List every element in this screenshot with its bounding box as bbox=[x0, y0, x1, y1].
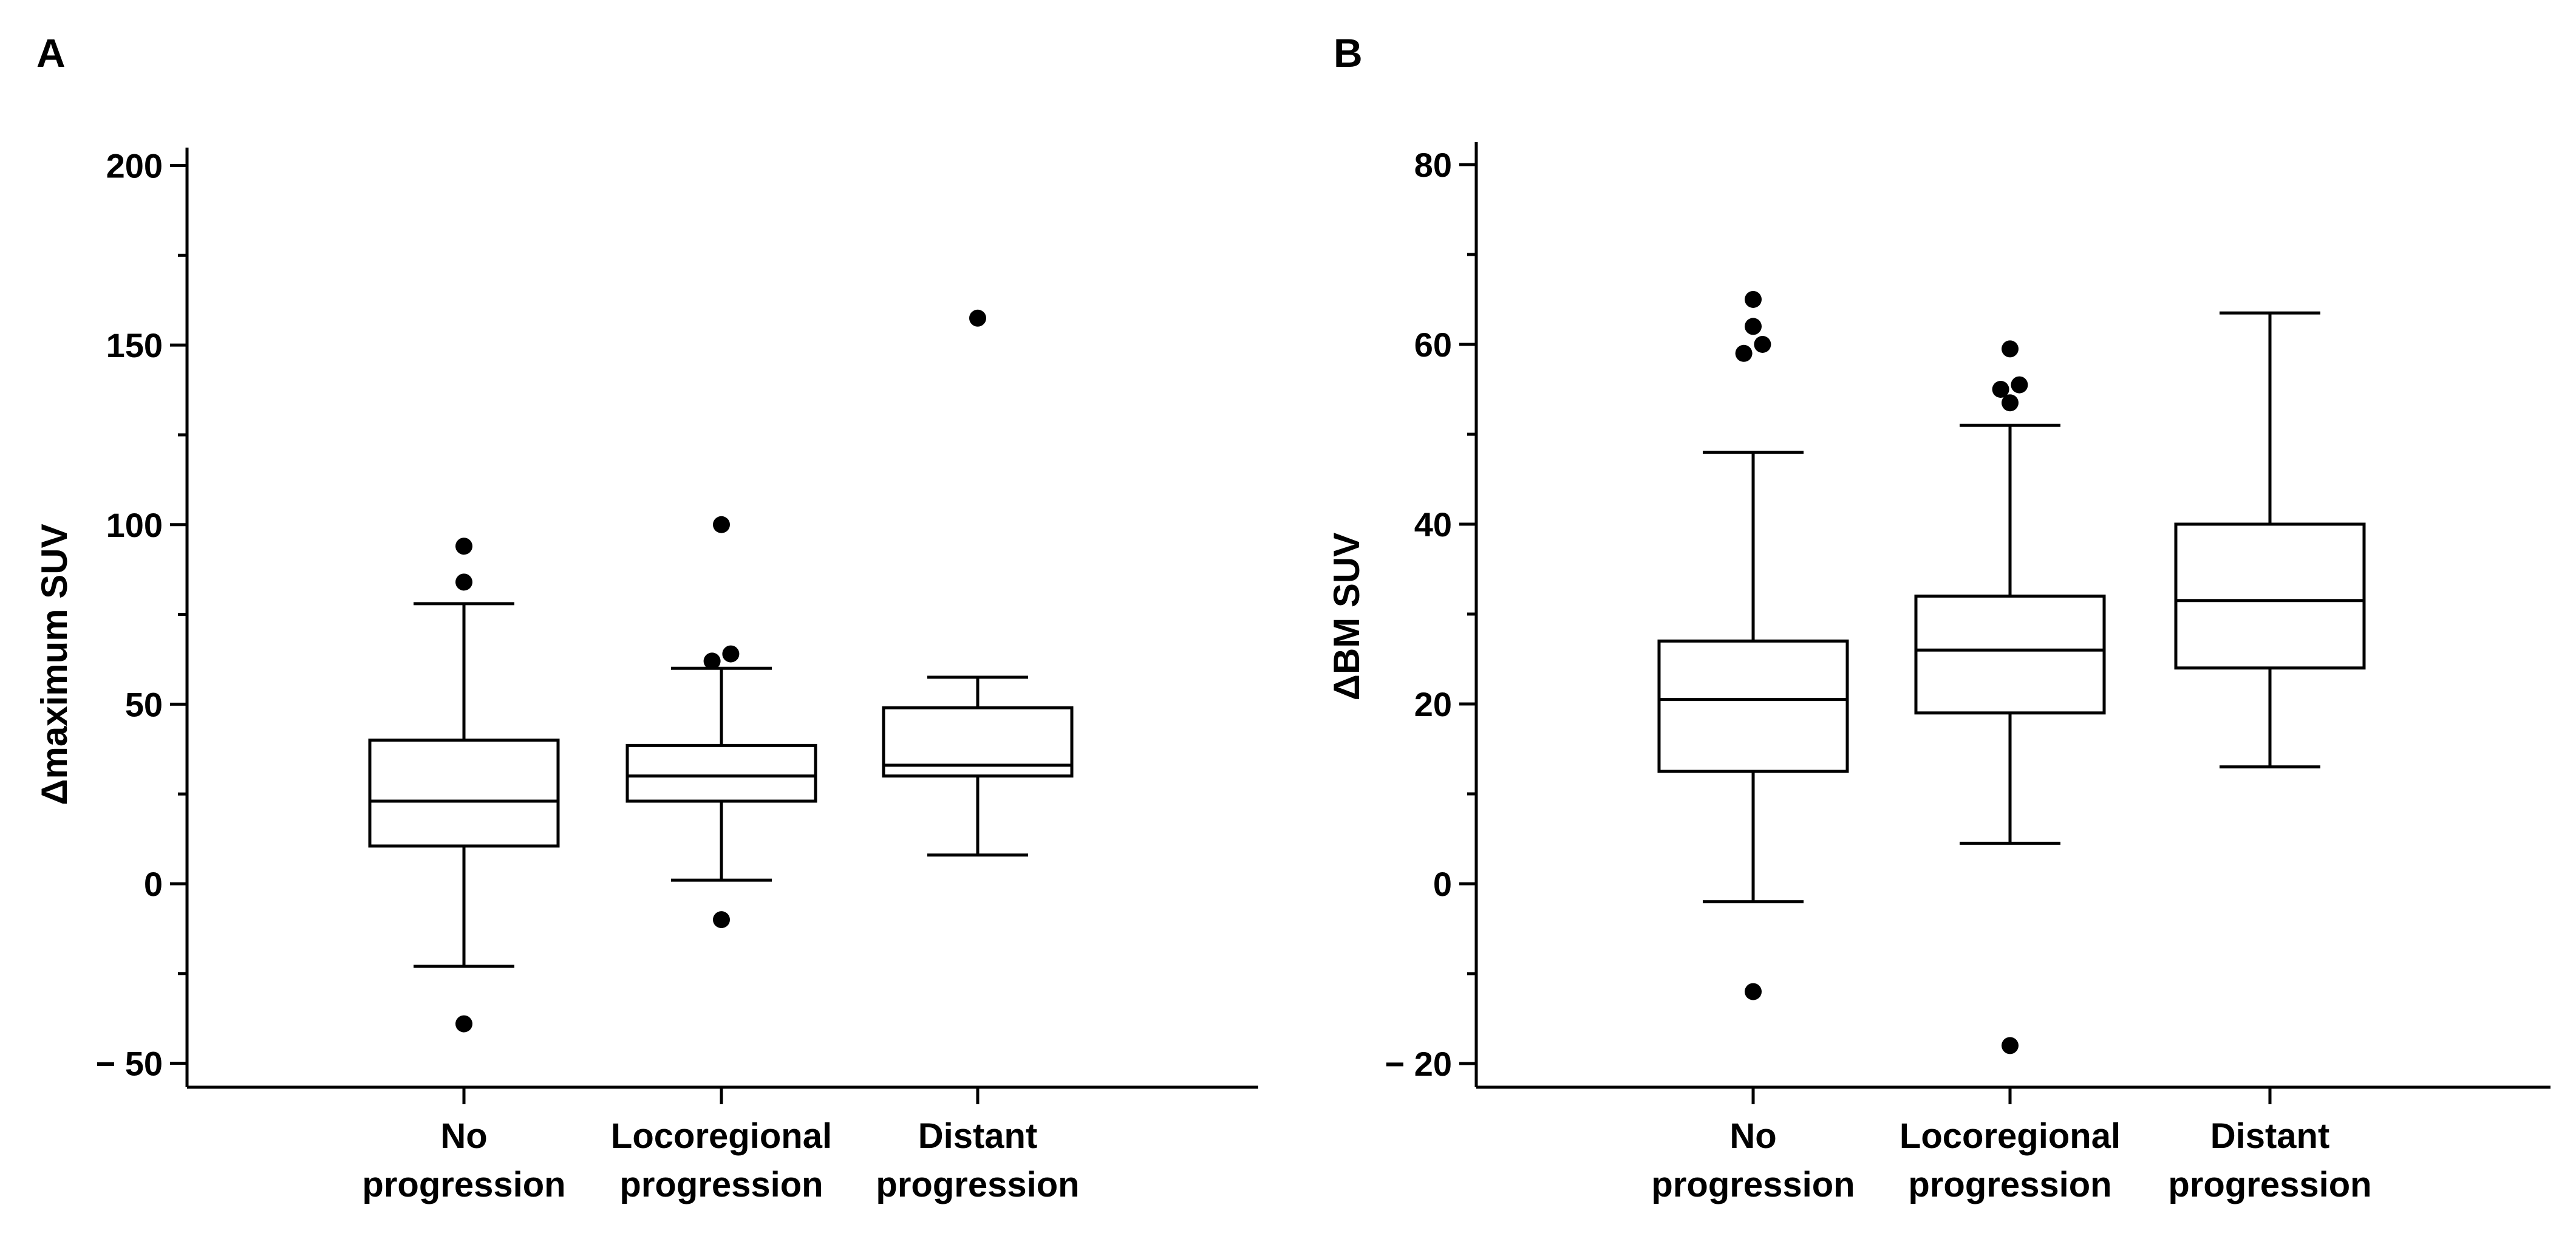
panel-label: B bbox=[1334, 30, 1363, 75]
y-axis-label: Δmaximum SUV bbox=[34, 524, 75, 805]
outlier-point bbox=[1735, 344, 1753, 362]
outlier-point bbox=[1745, 318, 1762, 335]
outlier-point bbox=[1754, 336, 1771, 353]
category-label-line2: progression bbox=[619, 1165, 823, 1204]
iqr-box bbox=[625, 743, 817, 803]
panel-label: A bbox=[36, 30, 66, 75]
y-tick-label: 0 bbox=[144, 865, 163, 903]
y-tick-label: 40 bbox=[1414, 505, 1452, 544]
y-tick-label: 20 bbox=[1414, 685, 1452, 723]
category-label-line2: progression bbox=[362, 1165, 565, 1204]
outlier-point bbox=[455, 1015, 472, 1033]
iqr-box bbox=[368, 739, 560, 848]
iqr-box bbox=[1657, 639, 1849, 773]
box-3: Distant progression bbox=[2168, 311, 2372, 1204]
panel-a: A − 50 0 50 100 150 200 Δmaximum SUV No progressi… bbox=[34, 30, 1258, 1204]
outlier-point bbox=[1745, 983, 1762, 1000]
box-1: No progression bbox=[362, 538, 566, 1204]
y-tick-label: 200 bbox=[106, 147, 163, 185]
outlier-point bbox=[2011, 376, 2028, 394]
box-2: Locoregional progression bbox=[611, 516, 832, 1204]
outlier-point bbox=[1745, 291, 1762, 308]
category-label-line2: progression bbox=[876, 1165, 1079, 1204]
box-3: Distant progression bbox=[876, 309, 1080, 1204]
iqr-box bbox=[2174, 522, 2366, 670]
outlier-point bbox=[455, 573, 472, 591]
outlier-point bbox=[713, 911, 730, 929]
y-tick-label: 60 bbox=[1414, 326, 1452, 364]
box-2: Locoregional progression bbox=[1900, 340, 2121, 1204]
category-label-line1: Distant bbox=[2210, 1116, 2330, 1156]
outlier-point bbox=[969, 309, 986, 327]
iqr-box bbox=[1914, 594, 2106, 715]
outlier-point bbox=[2002, 340, 2019, 358]
y-tick-label: 150 bbox=[106, 326, 163, 364]
category-label-line1: Locoregional bbox=[611, 1116, 832, 1156]
outlier-point bbox=[2002, 394, 2019, 412]
category-label-line1: No bbox=[440, 1116, 487, 1156]
outlier-point bbox=[455, 538, 472, 555]
category-label-line2: progression bbox=[1908, 1165, 2111, 1204]
y-tick-label: 100 bbox=[106, 506, 163, 544]
category-label-line1: No bbox=[1729, 1116, 1776, 1156]
y-tick-label: 80 bbox=[1414, 146, 1452, 184]
y-axis-label: ΔBM SUV bbox=[1326, 533, 1367, 700]
outlier-point bbox=[703, 652, 721, 670]
category-label-line1: Distant bbox=[918, 1116, 1038, 1156]
y-tick-label: 50 bbox=[125, 685, 163, 723]
outlier-point bbox=[722, 645, 740, 663]
y-tick-label: 0 bbox=[1433, 865, 1452, 903]
box-1: No progression bbox=[1651, 291, 1855, 1204]
outlier-point bbox=[2002, 1037, 2019, 1054]
category-label-line2: progression bbox=[1651, 1165, 1855, 1204]
y-tick-label: − 20 bbox=[1385, 1045, 1452, 1083]
y-tick-label: − 50 bbox=[95, 1045, 163, 1083]
category-label-line2: progression bbox=[2168, 1165, 2371, 1204]
category-label-line1: Locoregional bbox=[1900, 1116, 2121, 1156]
outlier-point bbox=[1992, 381, 2009, 398]
outlier-point bbox=[713, 516, 730, 533]
